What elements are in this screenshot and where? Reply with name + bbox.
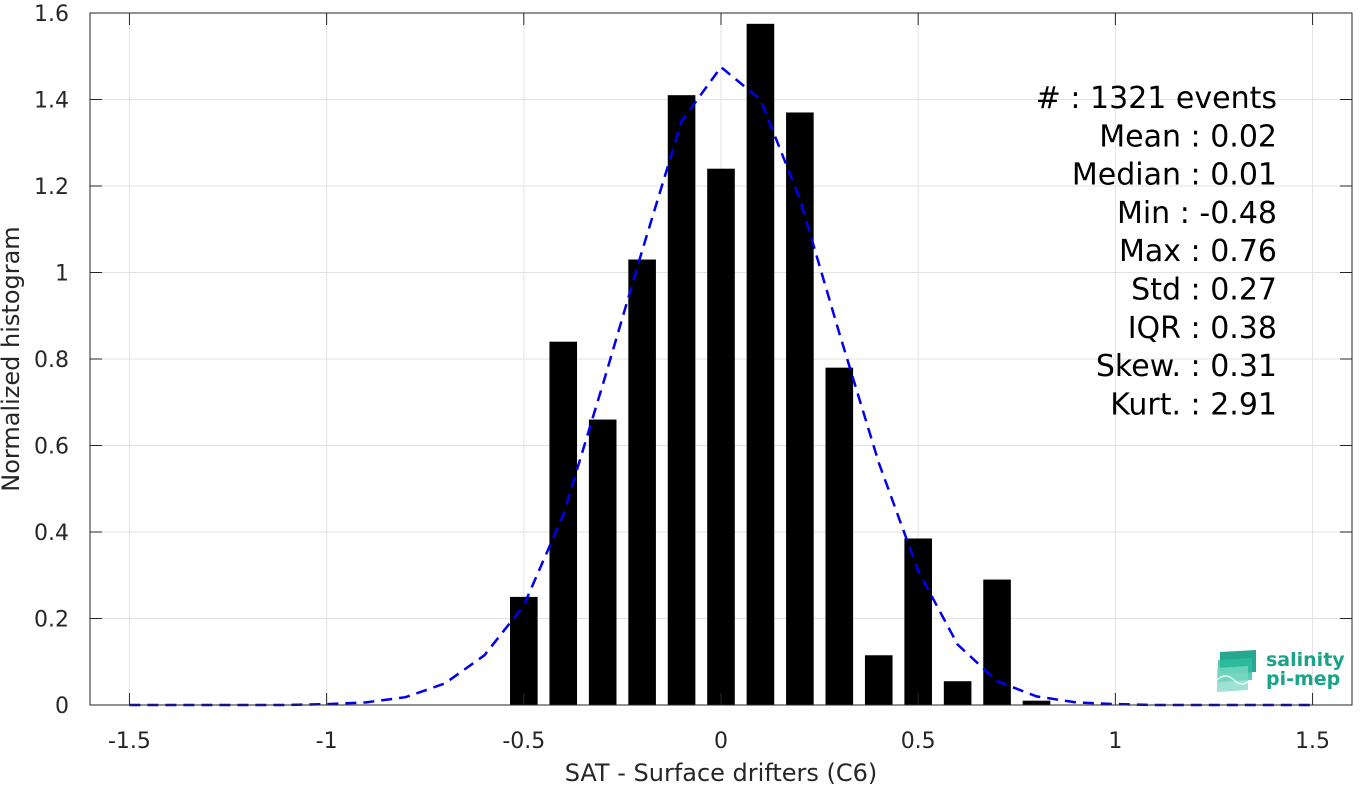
y-tick-label: 0.2	[34, 608, 69, 633]
x-axis-label: SAT - Surface drifters (C6)	[565, 759, 878, 785]
histogram-bar	[1022, 700, 1051, 705]
logo-wave-icon	[1216, 650, 1256, 692]
x-tick-label: 1	[1108, 729, 1122, 754]
y-tick-labels: 0 0.2 0.4 0.6 0.8 1 1.2 1.4 1.6	[34, 2, 69, 719]
x-tick-label: -1.5	[108, 729, 151, 754]
histogram-bar	[904, 538, 932, 705]
histogram-bar	[588, 419, 617, 705]
logo-text-pi-mep: pi-mep	[1266, 668, 1341, 690]
histogram-bar	[510, 596, 538, 705]
logo-text-salinity: salinity	[1266, 649, 1345, 671]
y-tick-label: 0.4	[34, 521, 69, 546]
salinity-pi-mep-logo: salinity pi-mep	[1216, 646, 1346, 696]
y-tick-label: 1.2	[34, 175, 69, 200]
stat-line: Std : 0.27	[1131, 273, 1277, 308]
histogram-bar	[707, 168, 735, 705]
histogram-bar	[983, 579, 1011, 705]
x-tick-label: -1	[316, 729, 338, 754]
y-tick-label: 1.6	[34, 2, 69, 27]
x-tick-labels: -1.5 -1 -0.5 0 0.5 1 1.5	[108, 729, 1330, 754]
histogram-bar	[786, 112, 814, 706]
x-tick-label: -0.5	[502, 729, 545, 754]
stat-line: Kurt. : 2.91	[1110, 387, 1277, 422]
bars	[510, 23, 1051, 706]
stat-line: Skew. : 0.31	[1096, 349, 1277, 384]
y-axis-label: Normalized histogram	[0, 226, 25, 491]
histogram-bar	[549, 341, 578, 705]
axis-ticks	[90, 12, 1352, 706]
x-tick-label: 1.5	[1295, 729, 1330, 754]
stat-line: # : 1321 events	[1036, 81, 1277, 116]
y-tick-label: 1.4	[34, 89, 69, 114]
histogram-bar	[746, 23, 775, 705]
y-tick-label: 0.8	[34, 348, 69, 373]
y-tick-label: 1	[55, 262, 69, 287]
stat-line: Min : -0.48	[1117, 196, 1277, 231]
y-tick-label: 0.6	[34, 435, 69, 460]
x-tick-label: 0	[714, 729, 728, 754]
x-tick-label: 0.5	[901, 729, 936, 754]
stat-line: Max : 0.76	[1119, 234, 1277, 269]
histogram-bar	[825, 367, 854, 705]
stat-line: Mean : 0.02	[1099, 119, 1277, 154]
stat-line: IQR : 0.38	[1128, 311, 1277, 346]
y-tick-label: 0	[55, 694, 69, 719]
histogram-bar	[943, 681, 972, 705]
stat-line: Median : 0.01	[1072, 158, 1277, 193]
histogram-bar	[628, 259, 656, 705]
histogram-bar	[667, 95, 696, 706]
histogram-bar	[864, 655, 893, 705]
